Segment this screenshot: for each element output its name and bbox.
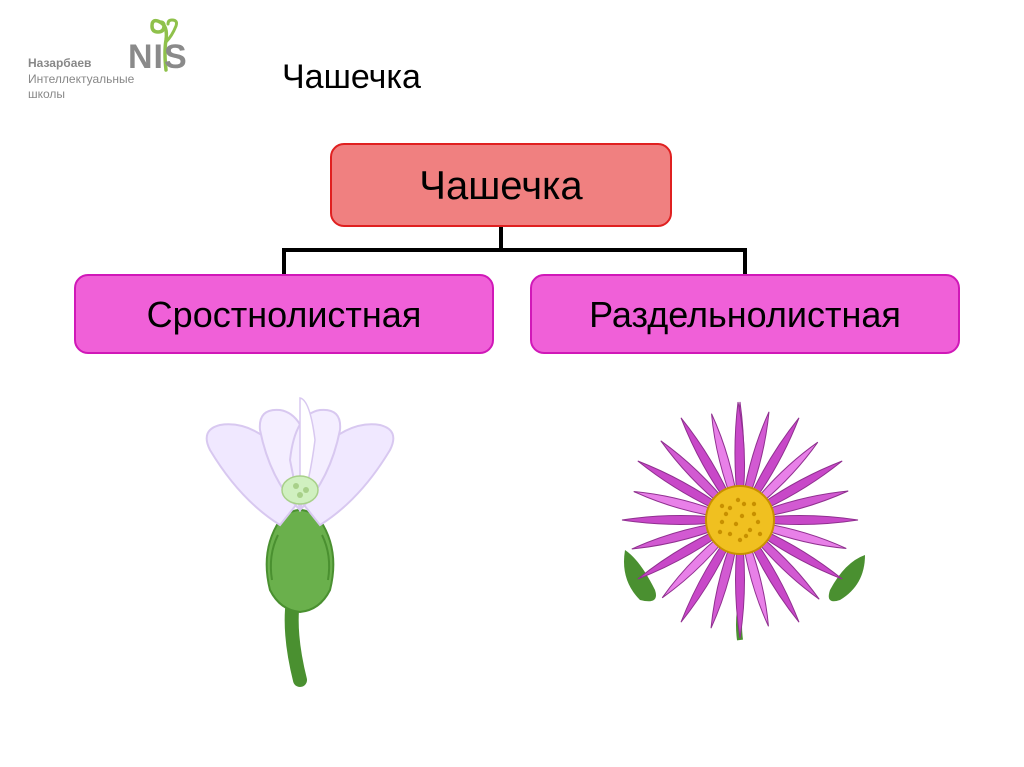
diagram-child-right: Раздельнолистная xyxy=(530,274,960,354)
diagram-child-left: Сростнолистная xyxy=(74,274,494,354)
diagram-root-node: Чашечка xyxy=(330,143,672,227)
diagram-child-right-label: Раздельнолистная xyxy=(589,294,901,335)
diagram-child-left-label: Сростнолистная xyxy=(147,294,422,335)
flower-right-illustration xyxy=(580,380,900,660)
diagram-root-label: Чашечка xyxy=(419,164,582,208)
flower-left-illustration xyxy=(150,380,450,700)
